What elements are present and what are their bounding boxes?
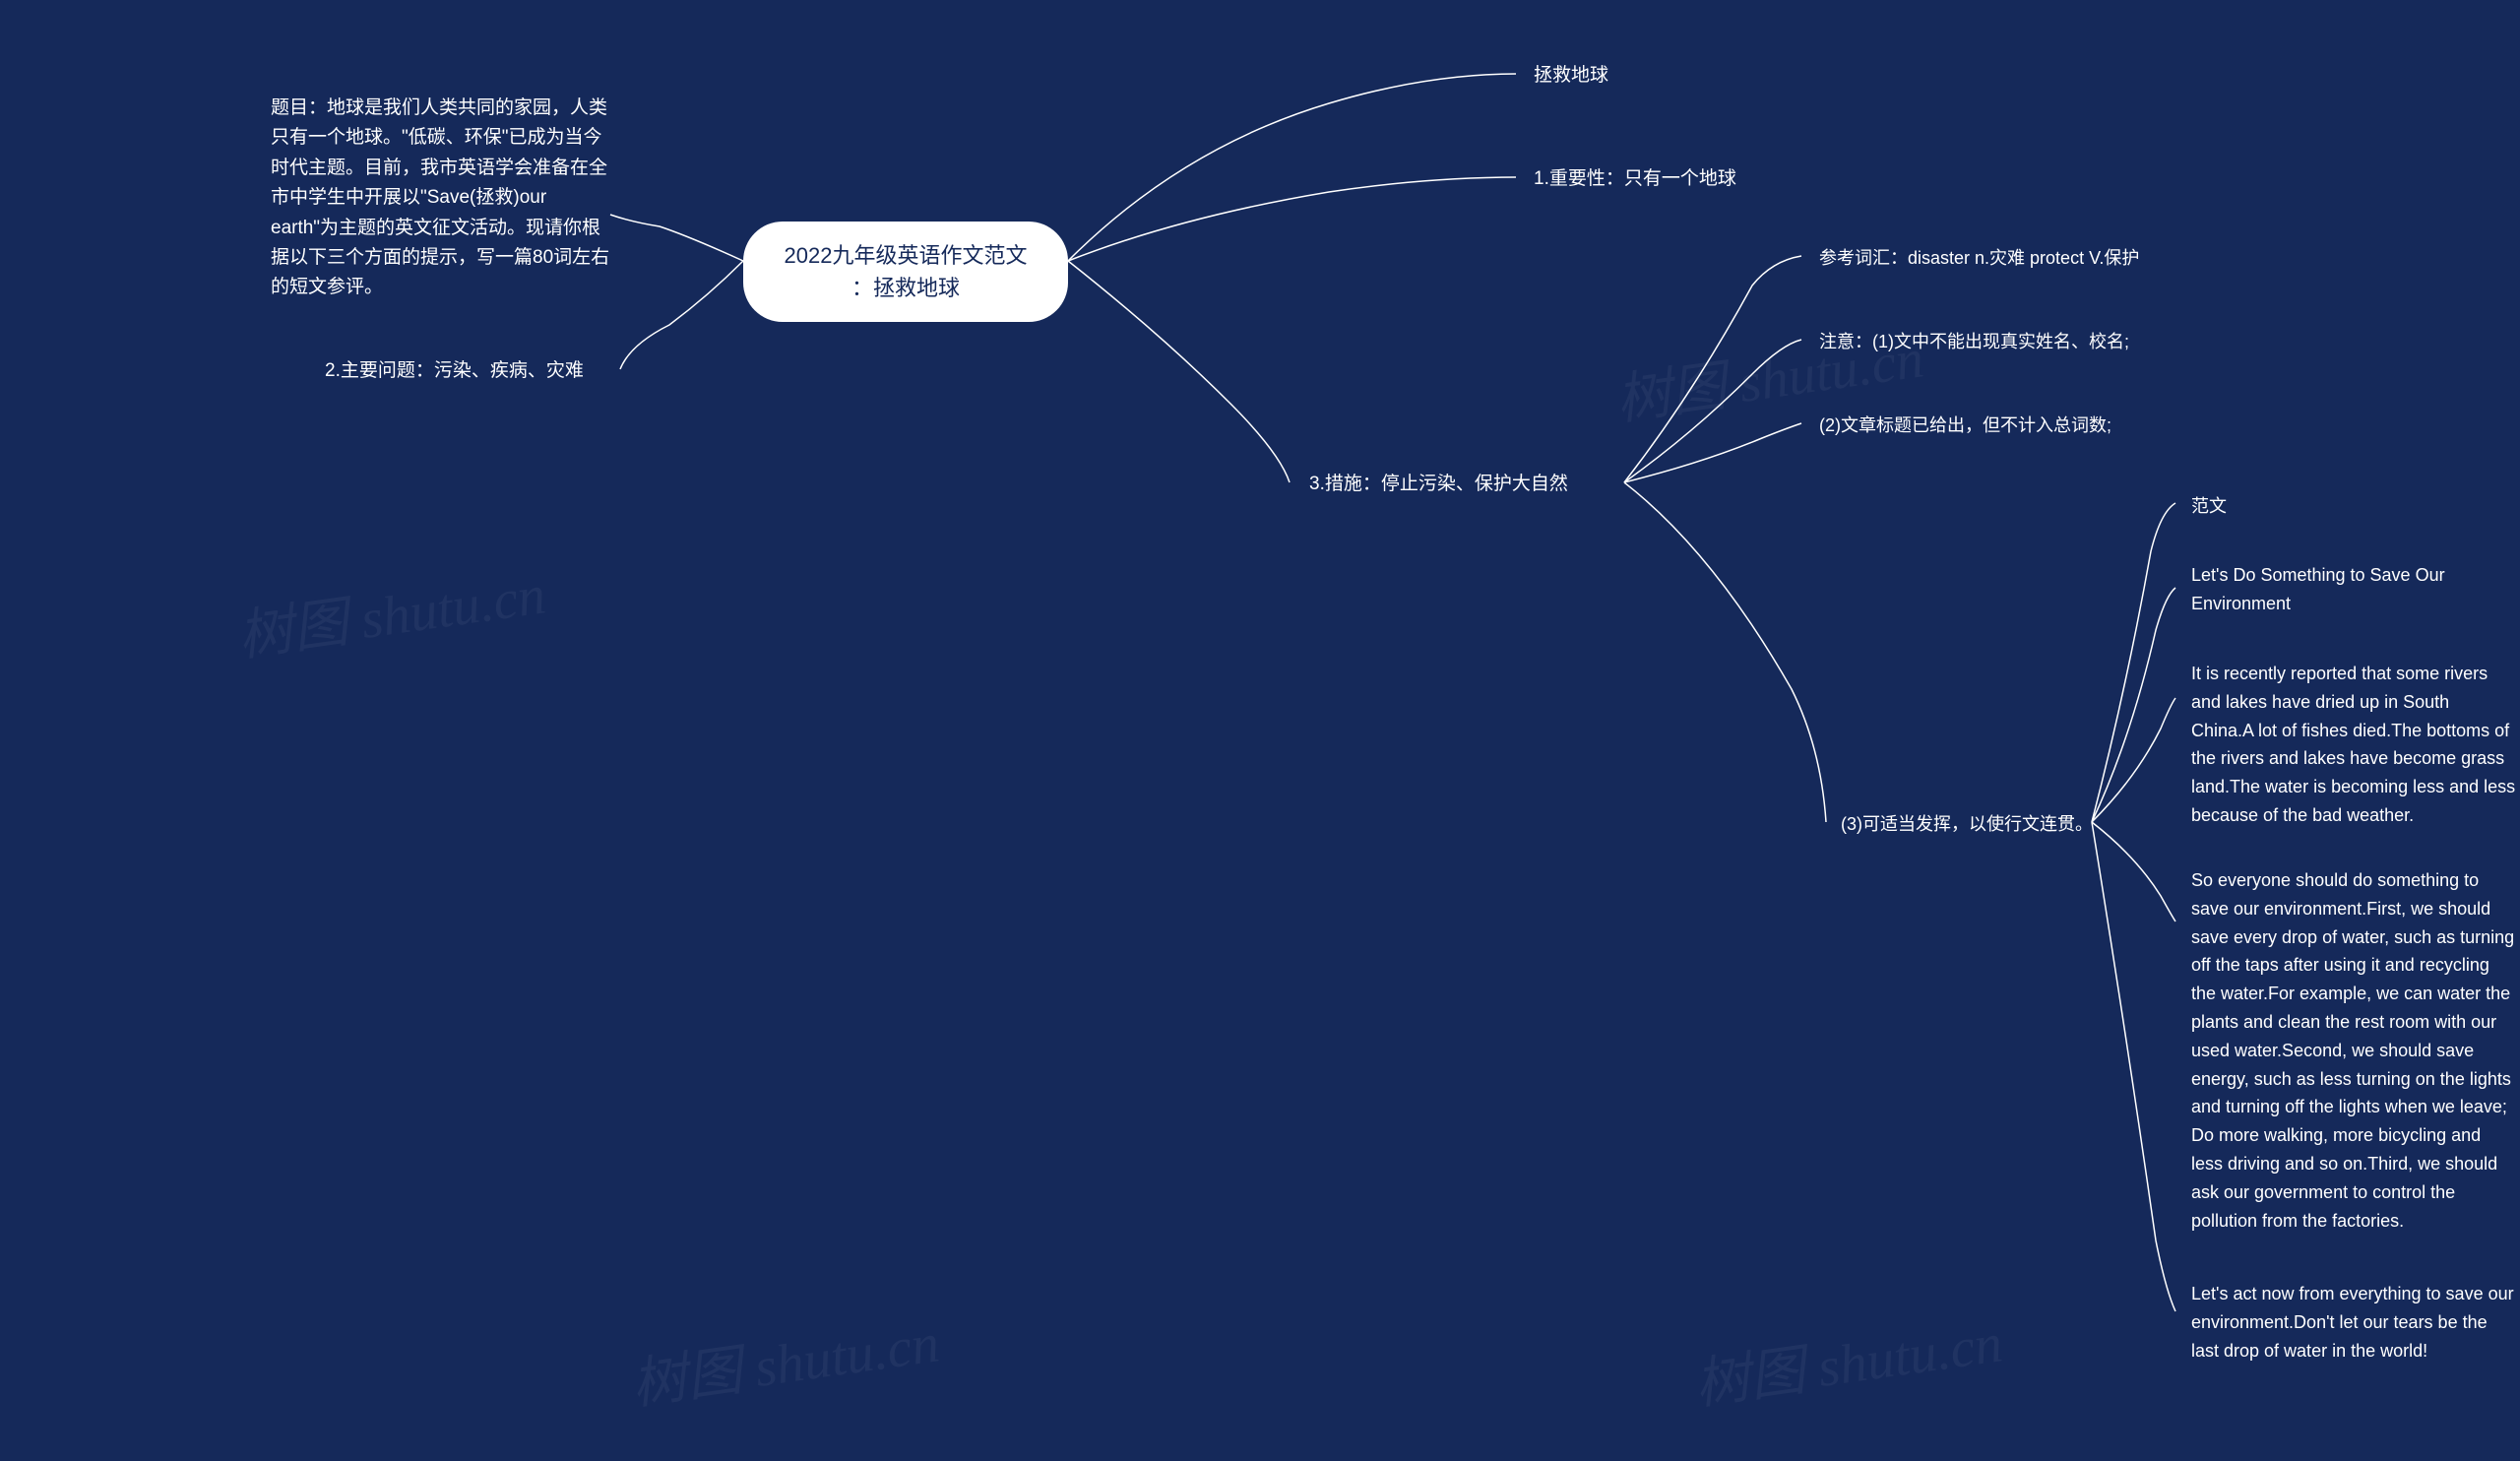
watermark: 树图 shutu.cn — [1689, 1299, 2006, 1421]
essay-title: 范文 — [2191, 492, 2227, 521]
left-problems: 2.主要问题：污染、疾病、灾难 — [325, 356, 584, 386]
right-branch1: 拯救地球 — [1534, 61, 1608, 91]
left-intro: 题目：地球是我们人类共同的家园，人类只有一个地球。"低碳、环保"已成为当今时代主… — [271, 94, 610, 303]
right-sub3: (2)文章标题已给出，但不计入总词数; — [1819, 412, 2111, 440]
essay-heading: Let's Do Something to Save Our Environme… — [2191, 561, 2496, 618]
right-branch3: 3.措施：停止污染、保护大自然 — [1309, 470, 1568, 499]
center-line1: 2022九年级英语作文范文 — [785, 243, 1028, 268]
essay-p1: It is recently reported that some rivers… — [2191, 660, 2516, 830]
center-node: 2022九年级英语作文范文 ：拯救地球 — [743, 222, 1068, 322]
right-sub4: (3)可适当发挥，以使行文连贯。 — [1841, 810, 2093, 839]
watermark: 树图 shutu.cn — [232, 550, 549, 672]
center-line2: ：拯救地球 — [851, 276, 960, 300]
essay-p2: So everyone should do something to save … — [2191, 866, 2516, 1235]
watermark: 树图 shutu.cn — [626, 1299, 943, 1421]
right-sub2: 注意：(1)文中不能出现真实姓名、校名; — [1819, 328, 2129, 356]
essay-p3: Let's act now from everything to save ou… — [2191, 1280, 2516, 1365]
right-sub1: 参考词汇：disaster n.灾难 protect V.保护 — [1819, 244, 2139, 273]
right-branch2: 1.重要性：只有一个地球 — [1534, 164, 1736, 194]
